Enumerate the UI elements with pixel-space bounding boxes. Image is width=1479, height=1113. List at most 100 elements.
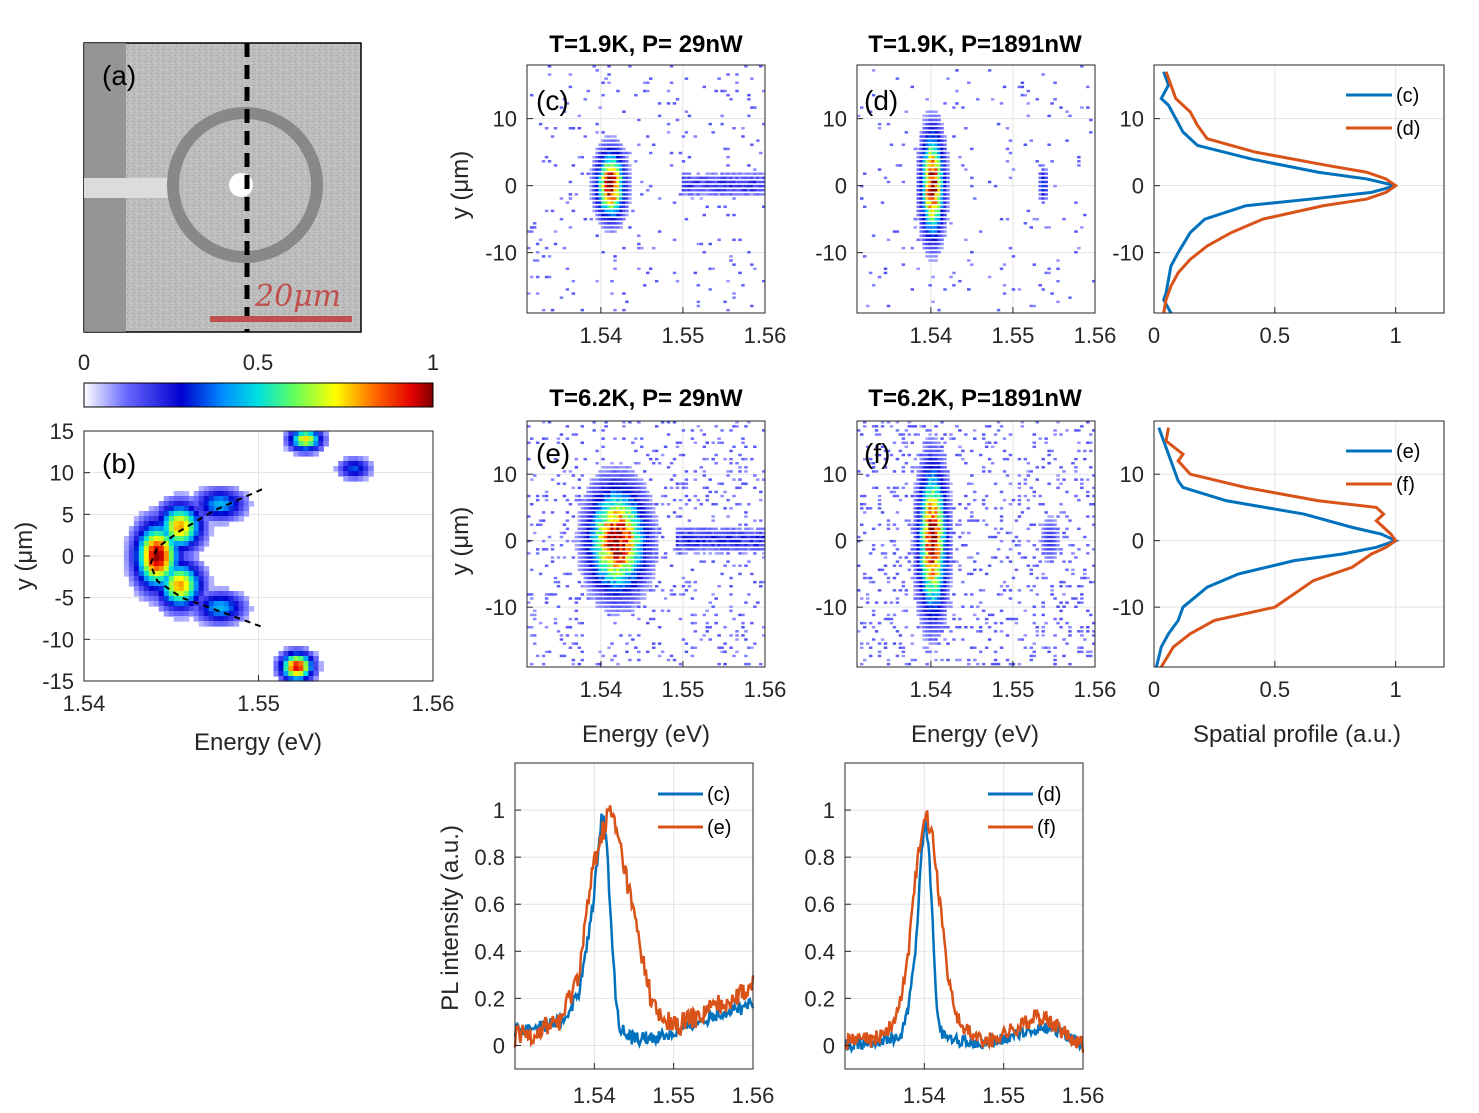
panel-f-ytick-0: 0 (835, 529, 847, 554)
panel-e-cell (532, 609, 537, 613)
panel-c-cell (527, 230, 531, 233)
panel-c-cell (747, 98, 751, 101)
panel-f-cell (1092, 429, 1096, 432)
panel-f-cell (1074, 457, 1078, 461)
panel-c-cell (616, 164, 620, 167)
panel-e-cell (666, 515, 671, 518)
panel-f-cell (937, 535, 941, 539)
panel-f-cell (999, 560, 1004, 563)
panel-d-cell (943, 209, 947, 213)
panel-d-cell (910, 85, 915, 89)
panel-c-cell (616, 197, 620, 200)
panel-e-cell (625, 535, 629, 539)
panel-e-cell (601, 474, 605, 477)
panel-e-cell (654, 515, 659, 518)
panel-e-cell (592, 548, 596, 551)
panel-f-cell (1017, 552, 1022, 555)
panel-e-cell (527, 441, 531, 444)
panel-e-cell (610, 580, 614, 584)
panel-e-cell (610, 576, 614, 580)
panel-f-cell (931, 449, 935, 453)
panel-e-cell (562, 531, 567, 535)
panel-f-cell (1038, 560, 1042, 563)
panel-e-cell (714, 552, 718, 555)
panel-e-cell (634, 593, 638, 596)
panel-b-cell (233, 606, 240, 612)
panel-e-cell (589, 511, 593, 514)
panel-b-cell (148, 576, 155, 582)
panel-c-title: T=1.9K, P= 29nW (549, 31, 743, 58)
panel-f-cell (925, 498, 929, 502)
panel-c-cell (741, 284, 745, 287)
panel-d-cell (928, 193, 932, 196)
panel-sp-bot-ytick-10: 10 (1120, 462, 1144, 487)
panel-c-cell (559, 217, 564, 221)
panel-c-cell (583, 217, 587, 221)
panel-f-cell (1044, 552, 1048, 555)
panel-e-cell (634, 597, 638, 600)
panel-e-cell (613, 564, 617, 567)
panel-d-cell (922, 213, 926, 217)
panel-d-cell (946, 205, 950, 209)
panel-e-cell (619, 482, 623, 485)
panel-f-cell (1092, 494, 1096, 498)
panel-f-cell (1050, 556, 1054, 559)
panel-c-cell (568, 193, 573, 196)
panel-f-cell (913, 503, 917, 506)
panel-f-cell (943, 585, 947, 588)
panel-b-cell (238, 596, 245, 602)
panel-e-cell (601, 507, 605, 510)
panel-e-cell (601, 564, 605, 567)
panel-d-cell (922, 127, 926, 130)
panel-f-cell (964, 494, 968, 498)
panel-e-cell (583, 503, 587, 506)
panel-b-cell (363, 456, 369, 462)
panel-b-cell (148, 601, 155, 607)
panel-f-cell (883, 466, 888, 469)
panel-f-cell (877, 453, 882, 457)
panel-f-cell (940, 626, 944, 629)
panel-e-cell (729, 646, 733, 649)
panel-f-cell (862, 626, 867, 629)
panel-e-cell (631, 609, 635, 613)
panel-e-cell (613, 544, 617, 547)
panel-d-cell (1041, 172, 1045, 175)
panel-d-cell (928, 118, 932, 122)
panel-e-cell (610, 470, 614, 473)
panel-d-cell (970, 176, 974, 180)
panel-b-cell (228, 511, 235, 517)
panel-d-cell (1074, 201, 1078, 204)
panel-b-cell (198, 571, 205, 577)
panel-f-cell (1020, 421, 1025, 424)
panel-f-cell (940, 560, 944, 563)
panel-e-cell (717, 482, 721, 485)
panel-b-cell (198, 496, 205, 502)
panel-f-cell (907, 568, 912, 572)
panel-b-cell (228, 616, 235, 622)
panel-f-cell (940, 503, 944, 506)
panel-b-cell (128, 561, 135, 567)
panel-e-cell (613, 519, 617, 522)
panel-f-cell (1020, 556, 1025, 559)
panel-d-cell (922, 230, 926, 233)
panel-e-cell (634, 503, 638, 506)
panel-b-cell (203, 531, 210, 537)
panel-f-cell (928, 568, 932, 572)
panel-c-cell (741, 189, 745, 192)
panel-d-cell (928, 139, 932, 142)
panel-e-cell (625, 580, 629, 584)
panel-c-cell (622, 184, 626, 188)
panel-e-cell (651, 556, 656, 559)
panel-b-cell (143, 576, 150, 582)
panel-f-cell (949, 433, 953, 436)
panel-e-cell (625, 478, 629, 481)
panel-b-cell (288, 441, 294, 447)
panel-d-cell (934, 114, 938, 118)
panel-b-cell (163, 516, 170, 522)
panel-c-ylabel: y (μm) (447, 151, 474, 219)
panel-f-cell (949, 498, 953, 502)
panel-e-cell (607, 568, 611, 572)
panel-e-cell (634, 572, 638, 576)
panel-f-cell (928, 535, 932, 539)
panel-d-cell (880, 201, 885, 204)
